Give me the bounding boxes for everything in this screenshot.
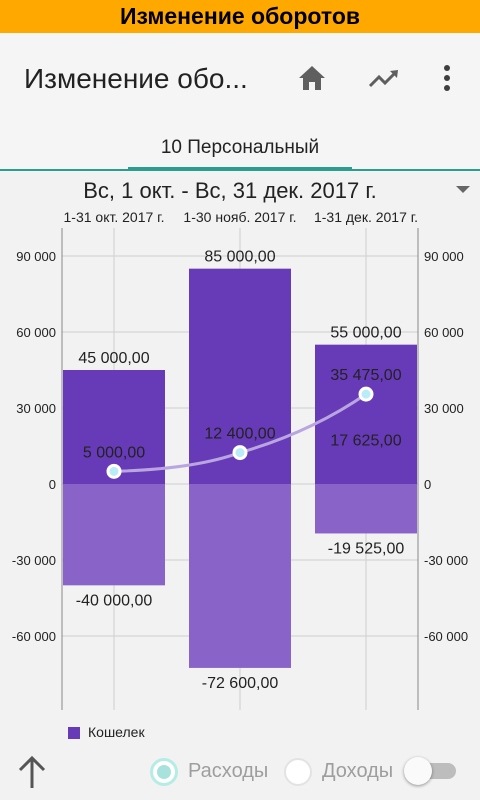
y-tick-label-left: 30 000 <box>16 401 56 416</box>
more-vert-icon <box>444 65 450 91</box>
turnover-chart: 90 000 90 000 60 000 60 000 30 000 30 000 0 0 -3… <box>0 228 480 718</box>
y-tick-label-right: -30 000 <box>424 553 468 568</box>
expense-bar <box>63 484 165 586</box>
tab-personal[interactable]: 10 Персональный <box>128 123 352 169</box>
y-tick-label-right: 0 <box>424 477 431 492</box>
balance-value-label: 12 400,00 <box>204 426 275 443</box>
date-range-label: Вс, 1 окт. - Вс, 31 дек. 2017 г. <box>83 178 377 203</box>
y-tick-label-left: -30 000 <box>12 553 56 568</box>
period-label-oct: 1-31 окт. 2017 г. <box>63 209 165 225</box>
scroll-up-button[interactable] <box>14 752 50 792</box>
income-value-label: 85 000,00 <box>204 249 275 266</box>
radio-expenses[interactable] <box>150 758 178 786</box>
y-tick-label-left: 0 <box>49 477 56 492</box>
more-button[interactable] <box>424 55 470 101</box>
trend-button[interactable] <box>361 55 407 101</box>
y-tick-label-left: 60 000 <box>16 325 56 340</box>
bottom-bar: Расходы Доходы <box>0 744 480 800</box>
tab-bar: 10 Персональный <box>0 123 480 171</box>
y-tick-label-right: 90 000 <box>424 249 464 264</box>
expense-value-label: -40 000,00 <box>76 592 153 609</box>
radio-dot <box>157 765 171 779</box>
home-button[interactable] <box>289 55 335 101</box>
radio-income-label: Доходы <box>322 760 394 782</box>
trending-up-icon <box>368 70 398 88</box>
home-icon <box>299 66 325 90</box>
balance-value-label: 35 475,00 <box>330 367 401 384</box>
expense-bar <box>189 484 291 668</box>
legend-swatch <box>68 727 80 739</box>
extra-value-label: 17 625,00 <box>330 432 401 449</box>
y-tick-label-right: 60 000 <box>424 325 464 340</box>
income-value-label: 55 000,00 <box>330 325 401 342</box>
date-range-selector[interactable]: Вс, 1 окт. - Вс, 31 дек. 2017 г. 1-31 ок… <box>0 172 480 228</box>
balance-point <box>358 386 374 402</box>
legend-label: Кошелек <box>88 724 145 740</box>
arrow-up-icon <box>18 755 46 788</box>
balance-point <box>232 445 248 461</box>
toggle-switch-thumb[interactable] <box>404 757 432 785</box>
tab-indicator <box>128 167 352 170</box>
top-banner: Изменение оборотов <box>0 0 480 33</box>
tab-label: 10 Персональный <box>160 137 320 158</box>
y-tick-label-right: 30 000 <box>424 401 464 416</box>
radio-expenses-label: Расходы <box>188 760 269 782</box>
y-tick-label-left: 90 000 <box>16 249 56 264</box>
expense-bar <box>315 484 417 534</box>
expense-value-label: -19 525,00 <box>328 540 405 557</box>
app-bar: Изменение обо... <box>0 33 480 124</box>
radio-income[interactable] <box>284 758 312 786</box>
income-value-label: 45 000,00 <box>78 350 149 367</box>
period-label-nov: 1-30 нояб. 2017 г. <box>183 209 297 225</box>
tab-divider <box>0 169 480 171</box>
balance-value-label: 5 000,00 <box>83 444 145 461</box>
period-label-dec: 1-31 дек. 2017 г. <box>313 209 419 225</box>
page-title: Изменение обо... <box>24 63 248 94</box>
dropdown-arrow-icon <box>456 186 470 193</box>
banner-title: Изменение оборотов <box>119 3 361 29</box>
y-tick-label-right: -60 000 <box>424 629 468 644</box>
expense-value-label: -72 600,00 <box>202 675 279 692</box>
y-tick-label-left: -60 000 <box>12 629 56 644</box>
balance-point <box>106 463 122 479</box>
